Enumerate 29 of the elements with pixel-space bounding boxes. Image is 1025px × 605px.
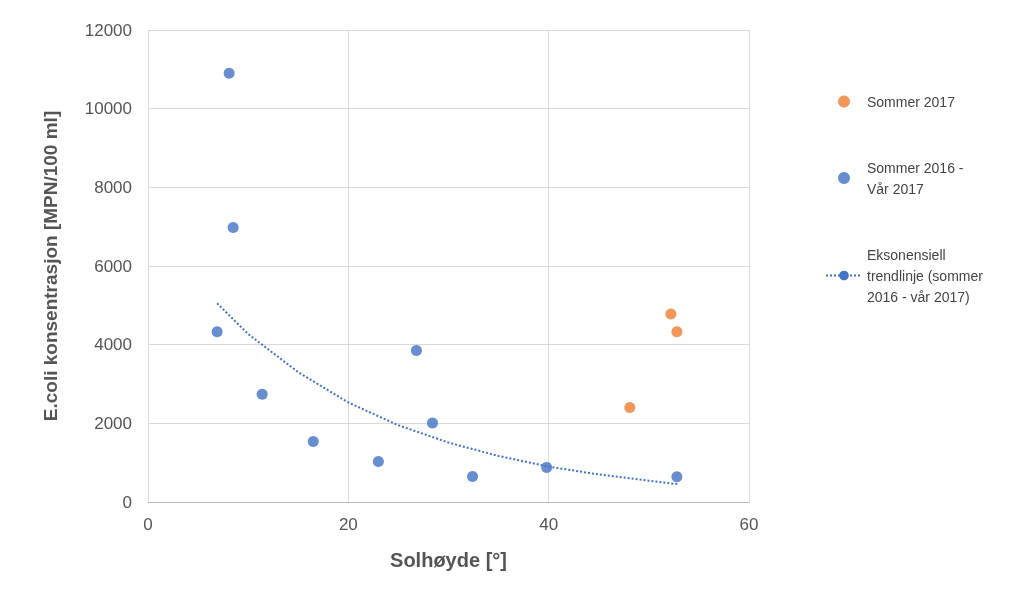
y-tick-label: 4000 (94, 335, 132, 355)
point (671, 326, 683, 338)
point (211, 326, 223, 338)
y-tick-label: 2000 (94, 413, 132, 433)
point (372, 455, 384, 467)
point (227, 221, 239, 233)
legend-label: Sommer 2017 (867, 93, 956, 110)
point (671, 471, 683, 483)
point (223, 67, 235, 79)
x-tick-label: 40 (539, 515, 559, 534)
point (467, 470, 479, 482)
legend-label: Sommer 2016 - Vår 2017 (867, 159, 968, 197)
y-tick-label: 0 (122, 492, 132, 512)
point (426, 417, 438, 429)
point (256, 388, 268, 400)
point (410, 345, 422, 357)
point (307, 435, 319, 447)
x-tick-label: 60 (739, 515, 759, 534)
legend-label: Eksonensiell trendlinje (sommer 2016 - vår 2017) (867, 246, 987, 305)
point (624, 402, 636, 414)
y-tick-label: 10000 (84, 99, 132, 119)
y-tick-label: 6000 (94, 256, 132, 276)
x-tick-label: 20 (338, 515, 358, 534)
point (665, 308, 677, 320)
y-tick-label: 8000 (94, 177, 132, 197)
x-tick-label: 0 (143, 515, 153, 534)
y-axis-title: E.coli konsentrasjon [MPN/100 ml] (40, 110, 61, 422)
y-tick-label: 12000 (84, 20, 132, 40)
x-axis-title: Solhøyde [°] (390, 549, 507, 571)
